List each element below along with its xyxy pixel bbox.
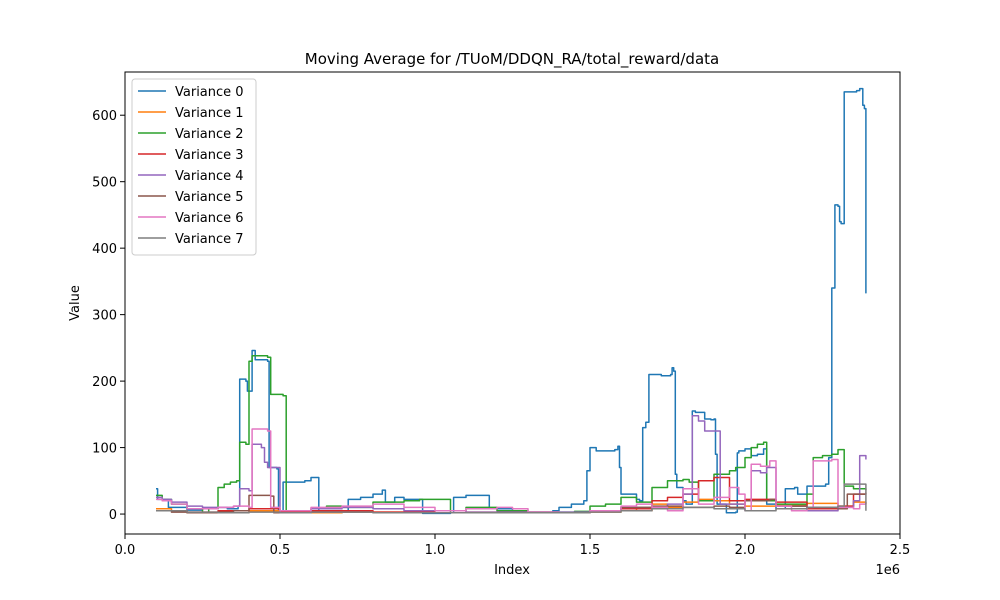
x-axis: 0.0 0.5 1.0 1.5 2.0 2.5 — [115, 534, 911, 558]
y-tick-label: 100 — [92, 442, 117, 457]
series-line-5 — [156, 493, 866, 514]
legend-entry-label: Variance 2 — [175, 127, 244, 142]
y-tick-label: 300 — [92, 309, 117, 324]
plot-area — [156, 87, 867, 515]
x-axis-offset-label: 1e6 — [875, 563, 900, 578]
y-axis-label: Value — [68, 285, 83, 321]
chart-title: Moving Average for /TUoM/DDQN_RA/total_r… — [305, 50, 719, 69]
legend-entry-label: Variance 6 — [175, 211, 244, 226]
y-tick-label: 600 — [92, 109, 117, 124]
legend-entry-label: Variance 3 — [175, 148, 244, 163]
series-line-0 — [156, 87, 867, 515]
x-axis-label: Index — [494, 563, 530, 578]
legend: Variance 0 Variance 1 Variance 2 Variance 3… — [131, 78, 257, 256]
plot-frame — [124, 71, 901, 535]
y-tick-label: 200 — [92, 375, 117, 390]
x-tick-label: 2.0 — [735, 543, 756, 558]
legend-entry-label: Variance 1 — [175, 106, 244, 121]
series-line-7 — [156, 483, 867, 514]
y-axis: 0 100 200 300 400 500 600 — [92, 109, 125, 523]
y-tick-label: 400 — [92, 242, 117, 257]
legend-entry-label: Variance 5 — [175, 190, 244, 205]
y-tick-label: 0 — [109, 508, 117, 523]
y-tick-label: 500 — [92, 176, 117, 191]
legend-entry-label: Variance 0 — [175, 85, 244, 100]
series-line-2 — [156, 355, 867, 514]
x-tick-label: 2.5 — [890, 543, 911, 558]
x-tick-label: 1.5 — [580, 543, 601, 558]
x-tick-label: 0.5 — [270, 543, 291, 558]
legend-entry-label: Variance 7 — [175, 232, 244, 247]
legend-frame — [131, 78, 257, 256]
x-tick-label: 1.0 — [425, 543, 446, 558]
legend-entry-label: Variance 4 — [175, 169, 244, 184]
x-tick-label: 0.0 — [115, 543, 136, 558]
